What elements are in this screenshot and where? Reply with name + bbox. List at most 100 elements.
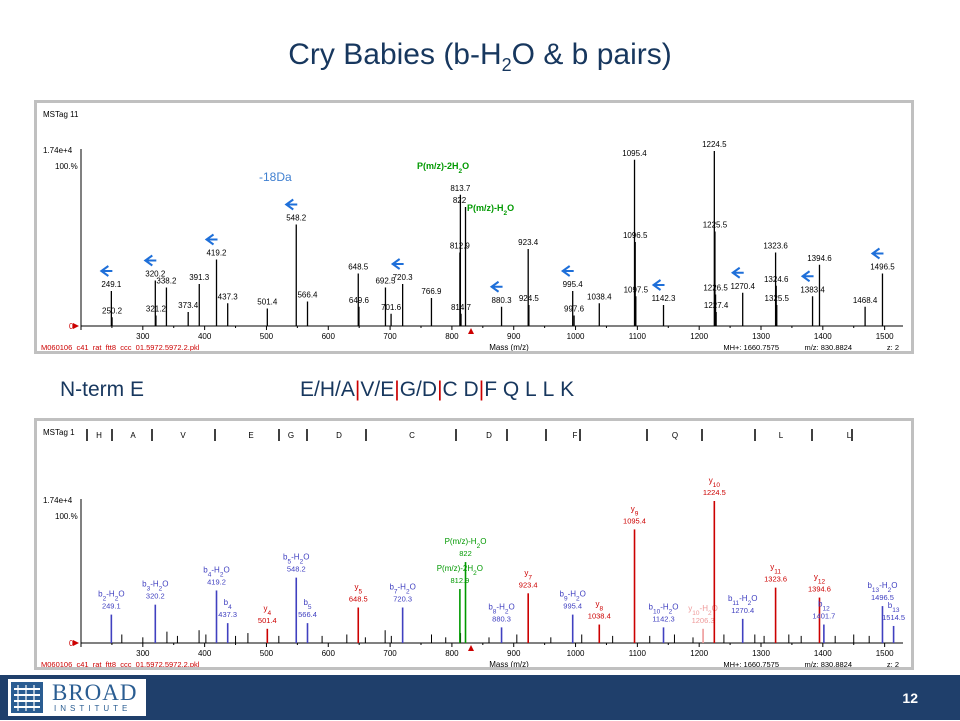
ion-value: 1224.5 xyxy=(703,488,726,497)
peak-label: 814.7 xyxy=(451,303,472,312)
x-tick-label: 1500 xyxy=(876,649,894,658)
ion-label: b7-H2O xyxy=(389,583,415,596)
left-arrow-icon xyxy=(390,258,404,270)
sequence-letter: G xyxy=(288,431,294,440)
left-arrow-icon xyxy=(730,266,744,279)
mass-shift-label: -18Da xyxy=(259,170,292,184)
peak-label: 1226.5 xyxy=(703,284,728,293)
sequence-separator: | xyxy=(437,378,443,401)
ion-label: y10-H2O xyxy=(688,604,718,617)
peak-label: 924.5 xyxy=(519,294,540,303)
sequence-separator: / xyxy=(335,378,341,401)
ion-label: y4 xyxy=(264,604,272,617)
x-tick-label: 1200 xyxy=(690,649,708,658)
ion-value: 648.5 xyxy=(349,595,368,604)
peak-label: 1270.4 xyxy=(730,282,755,291)
x-tick-label: 900 xyxy=(507,649,521,658)
ion-value: 1323.6 xyxy=(764,575,787,584)
peak-label: 321.2 xyxy=(146,305,167,314)
x-axis-label: Mass (m/z) xyxy=(489,660,529,667)
mz-value: m/z: 830.8824 xyxy=(804,660,852,667)
peak-label: 720.3 xyxy=(393,273,414,282)
x-tick-label: 400 xyxy=(198,332,212,341)
ion-label: b5 xyxy=(303,598,311,611)
peak-label: 320.2 xyxy=(145,270,166,279)
left-arrow-icon xyxy=(870,247,884,260)
footer-bar: BROAD INSTITUTE 12 xyxy=(0,675,960,720)
sequence-residue: K xyxy=(560,378,575,401)
ion-value: 548.2 xyxy=(287,565,306,574)
ion-value: 1270.4 xyxy=(731,606,754,615)
charge-value: z: 2 xyxy=(887,660,899,667)
slide-title: Cry Babies (b-H2O & b pairs) xyxy=(288,38,672,75)
sequence-separator: | xyxy=(478,378,485,401)
ion-value: 1206.3 xyxy=(692,616,715,625)
sequence-letter: E xyxy=(248,431,253,440)
peak-label: 923.4 xyxy=(518,238,539,247)
sequence-separator: / xyxy=(314,378,320,401)
peak-label: 548.2 xyxy=(286,214,307,223)
peak-label: 1095.4 xyxy=(622,149,647,158)
peak-label: 391.3 xyxy=(189,273,210,282)
ion-label: b13 xyxy=(888,601,900,614)
sequence-residue: F xyxy=(484,378,498,401)
peak-label: 250.2 xyxy=(102,306,123,315)
peak-label: 1227.4 xyxy=(704,301,729,310)
ion-label: y12 xyxy=(814,573,826,586)
file-name: M060106_c41_rat_ftt8_ccc_01.5972.5972.2.… xyxy=(41,343,200,351)
sequence-separator: | xyxy=(354,378,361,401)
precursor-marker xyxy=(467,645,474,651)
x-tick-label: 300 xyxy=(136,332,150,341)
left-arrow-icon xyxy=(560,265,574,277)
sequence-letter: Q xyxy=(672,431,678,440)
x-tick-label: 600 xyxy=(322,649,336,658)
peak-label: 766.9 xyxy=(421,287,442,296)
peptide-sequence: E/H/A|V/E|G/D|C D|F Q L L K xyxy=(300,378,574,402)
ion-label: y7 xyxy=(524,568,532,581)
peak-label: 1142.3 xyxy=(652,294,676,303)
ion-value: 880.3 xyxy=(492,614,511,623)
y-percent-label: 100.% xyxy=(55,162,78,171)
peak-label: 1225.5 xyxy=(703,221,728,230)
ion-label: b12 xyxy=(818,600,830,613)
sequence-separator: / xyxy=(374,378,381,401)
y-max-label: 1.74e+4 xyxy=(43,496,73,505)
ion-label: b3-H2O xyxy=(142,580,168,593)
peak-label: 880.3 xyxy=(492,296,513,305)
precursor-2h2o-label: P(m/z)-2H2O xyxy=(417,161,469,175)
panel-label: MSTag 11 xyxy=(43,110,79,119)
left-arrow-icon xyxy=(800,270,814,283)
sequence-residue: L xyxy=(542,378,555,401)
sequence-residue: D xyxy=(463,378,479,401)
page-number: 12 xyxy=(902,690,918,706)
ion-label: b4-H2O xyxy=(203,565,229,578)
spectrum-chart-bottom: MSTag 1 1.74e+4 100.% 0 300 400 500 600 700 800 90… xyxy=(41,428,905,667)
x-tick-label: 1300 xyxy=(752,332,770,341)
sequence-residue: A xyxy=(340,378,355,401)
ion-label: P(m/z)-H2O xyxy=(445,537,487,550)
x-tick-label: 800 xyxy=(445,332,459,341)
ion-label: b10-H2O xyxy=(649,602,679,615)
peak-label: 701.6 xyxy=(381,303,402,312)
sequence-letter: D xyxy=(336,431,342,440)
peak-label: 501.4 xyxy=(257,298,278,307)
peak-label: 566.4 xyxy=(297,291,318,300)
peak-label: 1324.6 xyxy=(764,275,789,284)
ion-value: 923.4 xyxy=(519,580,538,589)
ion-label: b5-H2O xyxy=(283,553,309,566)
sequence-letter: F xyxy=(573,431,578,440)
sequence-residue: G xyxy=(399,378,417,401)
peak-label: 1394.6 xyxy=(807,254,832,263)
left-arrow-icon xyxy=(99,265,113,277)
sequence-residue: L xyxy=(525,378,537,401)
zero-marker xyxy=(73,640,79,646)
x-tick-label: 600 xyxy=(322,332,336,341)
ion-label: y5 xyxy=(354,583,362,596)
ion-value: 566.4 xyxy=(298,610,317,619)
peak-label: 813.7 xyxy=(450,184,471,193)
ion-label: P(m/z)-2H2O xyxy=(437,564,483,577)
left-arrow-icon xyxy=(489,280,503,293)
peak-label: 649.6 xyxy=(349,296,370,305)
peak-label: 1224.5 xyxy=(702,140,727,149)
zero-marker xyxy=(73,323,79,329)
